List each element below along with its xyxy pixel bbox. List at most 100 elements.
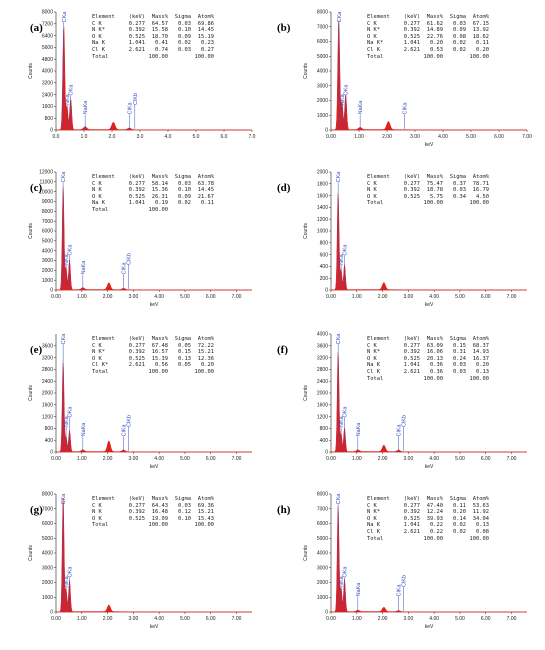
table-cell: 0.20 xyxy=(476,46,489,53)
table-cell: 2.621 xyxy=(403,368,420,375)
table-cell: C K xyxy=(92,502,102,509)
y-tick-label: 6000 xyxy=(317,521,328,527)
y-axis-label: Counts xyxy=(28,545,34,561)
table-cell: N K xyxy=(92,187,102,194)
y-tick-label: 2000 xyxy=(317,170,328,176)
table-cell: 0.277 xyxy=(128,180,145,187)
x-tick-label: 0.00 xyxy=(326,134,336,140)
table-cell: 0.525 xyxy=(403,33,420,40)
x-tick-label: 6.00 xyxy=(481,294,491,300)
y-axis-label: Counts xyxy=(303,545,309,561)
peak-label: NKa xyxy=(65,93,71,105)
table-cell: 0.277 xyxy=(403,342,420,349)
x-tick-label: 5.00 xyxy=(180,456,190,462)
panel-label: (a) xyxy=(30,22,43,34)
x-tick-label: 2.00 xyxy=(378,616,388,622)
table-cell: N K* xyxy=(92,349,105,356)
table-row: N K* 0.392 14.89 0.09 13.92 xyxy=(367,27,489,34)
peak-label: ClKa xyxy=(402,102,408,115)
table-cell: Total xyxy=(367,535,384,542)
y-tick-label: 0 xyxy=(50,450,53,456)
x-tick-label: 1.00 xyxy=(77,456,87,462)
table-cell: Sigma xyxy=(174,14,191,20)
peak-label: OKa xyxy=(68,244,74,256)
y-tick-label: 0 xyxy=(50,610,53,616)
table-cell: 15.43 xyxy=(197,515,214,522)
table-cell: 0.02 xyxy=(178,200,191,207)
x-tick-label: 3.00 xyxy=(404,456,414,462)
table-cell: (keV) xyxy=(403,14,420,20)
table-cell: 0.392 xyxy=(403,509,420,516)
table-row: O K 0.525 15.39 0.13 12.36 xyxy=(92,356,214,363)
table-cell: N K xyxy=(367,187,377,194)
x-tick-label: 6.00 xyxy=(481,616,491,622)
table-cell xyxy=(443,376,466,383)
y-tick-label: 1000 xyxy=(317,229,328,235)
table-cell: C K xyxy=(367,180,377,187)
y-tick-label: 8000 xyxy=(317,10,328,16)
table-cell: 0.20 xyxy=(430,40,443,47)
table-cell: 0.56 xyxy=(155,362,168,369)
table-cell: O K xyxy=(92,515,102,522)
table-cell: Element xyxy=(367,14,390,20)
y-tick-label: 3600 xyxy=(317,344,328,350)
x-tick-label: 4.00 xyxy=(429,294,439,300)
table-cell: N K* xyxy=(367,349,380,356)
y-tick-label: 6000 xyxy=(42,521,53,527)
composition-table: Element (keV) Mass% Sigma Atom% C K 0.277 75.47… xyxy=(367,174,489,207)
y-tick-label: 1000 xyxy=(42,278,53,284)
table-row: Na K 1.041 0.36 0.03 0.20 xyxy=(367,362,489,369)
peak-label: NKa xyxy=(340,93,346,105)
table-header: Element (keV) Mass% Sigma Atom% xyxy=(92,336,214,343)
table-cell: 64.57 xyxy=(151,20,168,27)
table-cell: 0.392 xyxy=(403,187,420,194)
table-cell: 0.22 xyxy=(430,522,443,529)
x-tick-label: 4.00 xyxy=(438,134,448,140)
table-cell: 15.58 xyxy=(151,27,168,34)
x-tick-label: 3.00 xyxy=(129,616,139,622)
table-cell: 0.20 xyxy=(453,509,466,516)
spectrum-chart: 0 1000 2000 3000 4000 5000 6000 7000 8000 0.00 1.0… xyxy=(303,10,532,148)
y-tick-label: 0 xyxy=(325,610,328,616)
y-tick-label: 1600 xyxy=(42,104,53,110)
table-cell: Atom% xyxy=(197,174,214,180)
x-tick-label: 7.00 xyxy=(232,294,242,300)
table-cell: 0.277 xyxy=(128,20,145,27)
x-tick-label: 5.00 xyxy=(180,616,190,622)
x-tick-label: 5.00 xyxy=(455,456,465,462)
table-cell: 34.04 xyxy=(472,515,489,522)
peak-label: CKa xyxy=(61,171,67,183)
y-axis-label: Counts xyxy=(28,223,34,239)
x-tick-label: 2.00 xyxy=(103,456,113,462)
table-cell: C K xyxy=(92,180,102,187)
table-cell: 1.041 xyxy=(128,200,145,207)
table-row: C K 0.277 61.62 0.03 67.15 xyxy=(367,21,489,28)
table-cell: Atom% xyxy=(472,14,489,20)
y-tick-label: 2400 xyxy=(42,379,53,385)
peak-label: OKa xyxy=(343,406,349,418)
x-tick-label: 0.00 xyxy=(326,294,336,300)
panel-label: (h) xyxy=(277,504,291,516)
x-axis-label: keV xyxy=(150,624,159,630)
x-tick-label: 7.00 xyxy=(507,616,517,622)
x-axis-label: keV xyxy=(425,464,434,470)
peak-label: CKa xyxy=(336,171,342,183)
table-cell: C K xyxy=(92,20,102,27)
table-cell: 0.10 xyxy=(178,27,191,34)
table-cell: 75.47 xyxy=(426,180,443,187)
table-cell xyxy=(122,207,145,214)
table-cell: 16.37 xyxy=(472,355,489,362)
panel-label: (f) xyxy=(277,344,288,356)
x-tick-label: 1.0 xyxy=(81,134,88,140)
y-tick-label: 9000 xyxy=(42,199,53,205)
table-cell: C K xyxy=(367,20,377,27)
table-cell xyxy=(168,369,191,376)
table-cell: 0.525 xyxy=(128,515,145,522)
y-tick-label: 200 xyxy=(320,276,329,282)
table-cell: 2.621 xyxy=(403,46,420,53)
table-cell: Sigma xyxy=(449,336,466,342)
peak-label: CKa xyxy=(62,11,68,23)
table-cell: 61.62 xyxy=(426,20,443,27)
table-row: O K 0.525 5.75 0.34 4.50 xyxy=(367,194,489,201)
x-tick-label: 6.00 xyxy=(206,294,216,300)
